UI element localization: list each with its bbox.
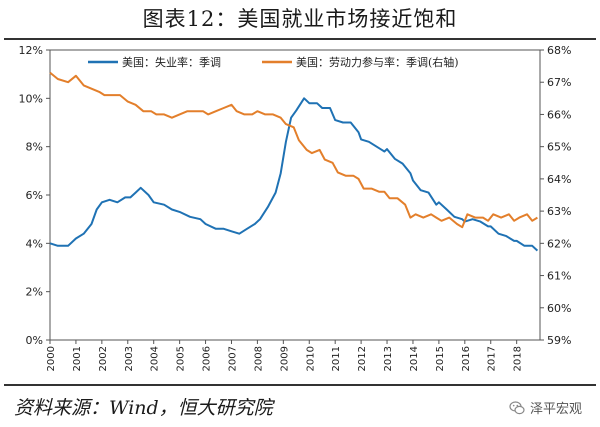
top-rule (4, 38, 596, 40)
x-axis-tick-label: 2006 (202, 346, 213, 371)
x-axis-tick-label: 2003 (124, 346, 135, 371)
x-axis-tick-label: 2013 (383, 346, 394, 371)
right-axis-tick-label: 65% (547, 141, 571, 154)
line-chart: 0% 2% 4% 6% 8% 10% 12% 59% 60% 61% 62% 63% 64% 65% 66%… (19, 44, 572, 371)
left-axis-tick-label: 8% (26, 141, 43, 154)
x-axis-tick-label: 2014 (409, 346, 420, 371)
wechat-icon (509, 400, 525, 414)
x-axis-tick-label: 2002 (98, 346, 109, 371)
left-axis-tick-label: 4% (26, 237, 43, 250)
brand-name: 泽平宏观 (529, 402, 582, 417)
plot-frame (49, 49, 541, 341)
x-axis-tick-label: 2008 (253, 346, 264, 371)
footer: 资料来源：Wind，恒大研究院 泽平宏观 (0, 386, 600, 427)
chart-title: 图表12：美国就业市场接近饱和 (142, 7, 458, 31)
right-axis-tick-label: 63% (547, 205, 571, 218)
x-axis-tick-label: 2004 (150, 346, 161, 371)
participation-rate-line (49, 71, 538, 229)
x-axis-tick-label: 2017 (487, 346, 498, 371)
legend-label-participation: 美国：劳动力参与率：季调(右轴) (296, 55, 459, 69)
x-axis-tick-label: 2007 (227, 346, 238, 371)
brand: 泽平宏观 (509, 398, 582, 417)
x-axis-tick-label: 2016 (461, 346, 472, 371)
left-axis-tick-label: 6% (26, 189, 43, 202)
unemployment-rate-line (49, 97, 539, 252)
right-axis-tick-label: 64% (547, 173, 571, 186)
left-axis-tick-label: 0% (26, 334, 43, 347)
x-axis-tick-label: 2012 (357, 346, 368, 371)
right-axis-tick-label: 67% (547, 76, 571, 89)
x-axis-tick-label: 2001 (72, 346, 83, 371)
x-axis-tick-label: 2005 (176, 346, 187, 371)
right-axis-tick-label: 60% (547, 302, 571, 315)
plot-area: 0% 2% 4% 6% 8% 10% 12% 59% 60% 61% 62% 63% 64% 65% 66%… (0, 40, 600, 380)
x-axis-tick-label: 2018 (513, 346, 524, 371)
x-axis-tick-label: 2015 (435, 346, 446, 371)
source-note: 资料来源：Wind，恒大研究院 (14, 397, 273, 419)
legend-label-unemployment: 美国：失业率：季调 (122, 55, 221, 69)
right-axis-tick-label: 61% (547, 270, 571, 283)
x-axis-tick-label: 2009 (279, 346, 290, 371)
x-axis-tick-label: 2000 (46, 346, 57, 371)
right-axis-tick-label: 62% (547, 237, 571, 250)
x-axis-tick-label: 2011 (331, 346, 342, 371)
left-axis-tick-label: 2% (26, 286, 43, 299)
bottom-rule (4, 384, 596, 386)
left-axis-tick-label: 10% (19, 92, 43, 105)
right-axis-tick-label: 66% (547, 108, 571, 121)
x-axis-tick-label: 2010 (305, 346, 316, 371)
right-axis-tick-label: 59% (547, 334, 571, 347)
right-axis-tick-label: 68% (547, 44, 571, 57)
left-axis-tick-label: 12% (19, 44, 43, 57)
